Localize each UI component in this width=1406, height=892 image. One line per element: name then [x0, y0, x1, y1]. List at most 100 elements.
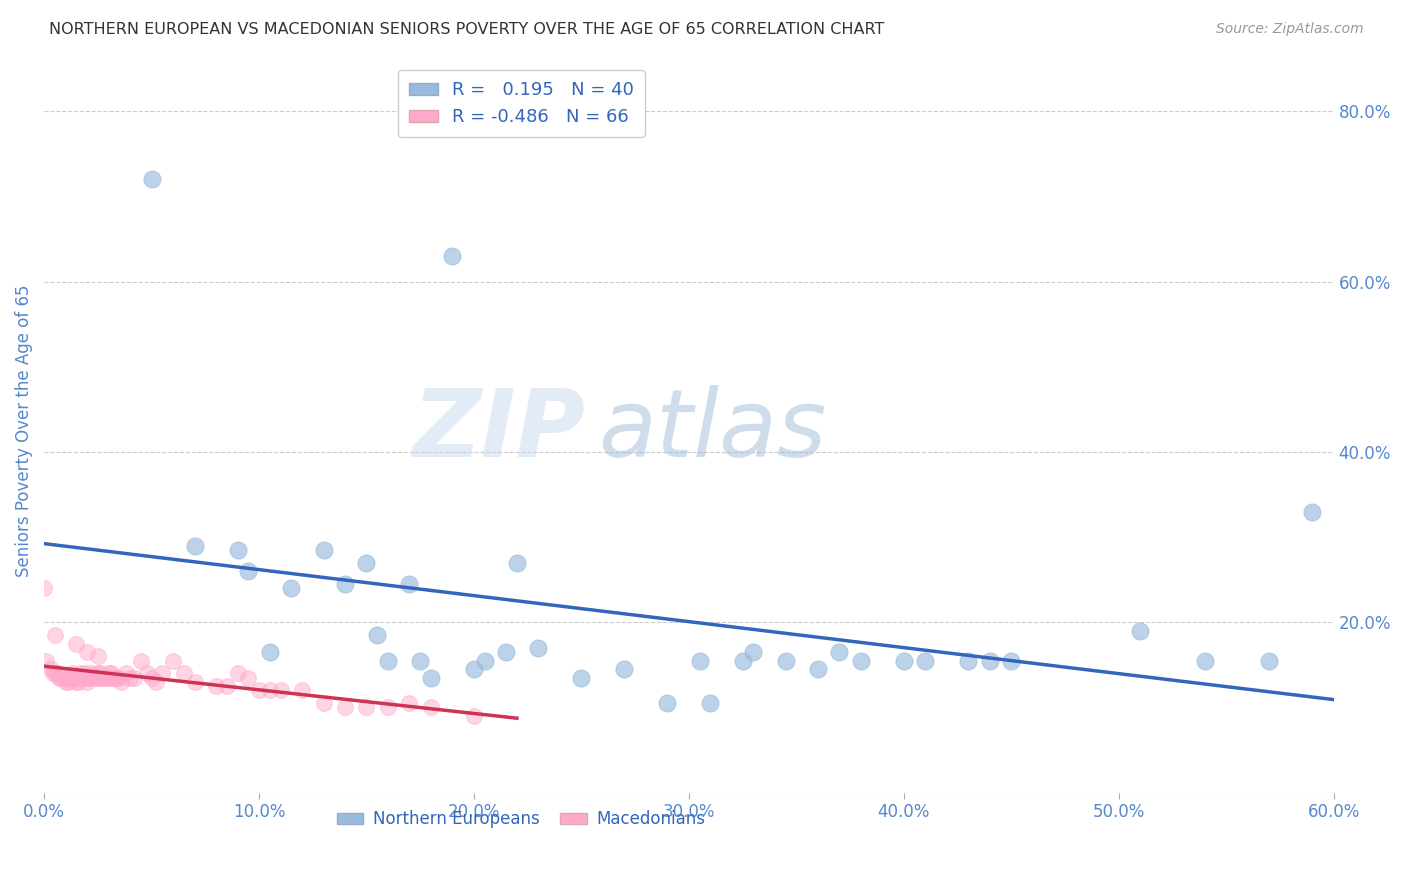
Point: [613, 662, 636, 676]
Point: [35, 654, 58, 668]
Point: [280, 581, 302, 595]
Point: [77, 671, 100, 685]
Point: [205, 679, 228, 693]
Point: [527, 640, 550, 655]
Point: [110, 674, 132, 689]
Point: [141, 671, 163, 685]
Point: [114, 666, 136, 681]
Point: [72, 671, 94, 685]
Point: [731, 654, 754, 668]
Point: [150, 666, 173, 681]
Point: [807, 662, 830, 676]
Point: [463, 662, 485, 676]
Point: [441, 249, 464, 263]
Point: [46, 666, 69, 681]
Point: [76, 645, 98, 659]
Point: [1129, 624, 1152, 638]
Point: [39, 662, 62, 676]
Point: [97, 671, 120, 685]
Point: [48, 671, 70, 685]
Point: [1301, 504, 1323, 518]
Point: [377, 700, 399, 714]
Point: [129, 654, 152, 668]
Point: [120, 671, 142, 685]
Text: atlas: atlas: [599, 385, 827, 476]
Point: [259, 645, 281, 659]
Point: [356, 700, 378, 714]
Point: [571, 671, 593, 685]
Point: [333, 700, 356, 714]
Point: [398, 696, 420, 710]
Point: [215, 679, 238, 693]
Point: [145, 674, 167, 689]
Text: NORTHERN EUROPEAN VS MACEDONIAN SENIORS POVERTY OVER THE AGE OF 65 CORRELATION C: NORTHERN EUROPEAN VS MACEDONIAN SENIORS …: [49, 22, 884, 37]
Point: [979, 654, 1001, 668]
Point: [65, 636, 87, 650]
Point: [65, 671, 87, 685]
Point: [226, 542, 249, 557]
Point: [356, 556, 378, 570]
Y-axis label: Seniors Poverty Over the Age of 65: Seniors Poverty Over the Age of 65: [15, 285, 32, 577]
Point: [495, 645, 517, 659]
Point: [141, 172, 163, 186]
Point: [59, 671, 82, 685]
Point: [55, 671, 77, 685]
Point: [1258, 654, 1281, 668]
Point: [108, 671, 131, 685]
Point: [1000, 654, 1022, 668]
Point: [87, 671, 110, 685]
Point: [100, 666, 122, 681]
Point: [689, 654, 711, 668]
Point: [914, 654, 936, 668]
Point: [76, 674, 98, 689]
Point: [398, 577, 420, 591]
Point: [44, 666, 66, 681]
Point: [65, 674, 87, 689]
Point: [83, 671, 105, 685]
Point: [657, 696, 679, 710]
Point: [270, 683, 292, 698]
Point: [312, 542, 335, 557]
Point: [69, 666, 91, 681]
Point: [93, 671, 115, 685]
Point: [63, 671, 86, 685]
Point: [409, 654, 432, 668]
Point: [474, 654, 496, 668]
Point: [96, 671, 118, 685]
Text: ZIP: ZIP: [413, 384, 586, 476]
Text: Source: ZipAtlas.com: Source: ZipAtlas.com: [1216, 22, 1364, 37]
Point: [463, 709, 485, 723]
Point: [124, 671, 146, 685]
Point: [97, 666, 120, 681]
Point: [173, 666, 195, 681]
Point: [1194, 654, 1216, 668]
Point: [87, 649, 110, 664]
Point: [849, 654, 872, 668]
Point: [105, 671, 128, 685]
Point: [238, 564, 260, 578]
Point: [91, 671, 114, 685]
Point: [89, 666, 111, 681]
Point: [420, 700, 443, 714]
Point: [312, 696, 335, 710]
Point: [44, 628, 66, 642]
Point: [247, 683, 270, 698]
Point: [162, 654, 184, 668]
Point: [80, 666, 103, 681]
Point: [56, 674, 79, 689]
Point: [51, 671, 73, 685]
Point: [366, 628, 388, 642]
Point: [333, 577, 356, 591]
Point: [957, 654, 980, 668]
Point: [893, 654, 915, 668]
Point: [41, 666, 63, 681]
Point: [828, 645, 851, 659]
Point: [742, 645, 765, 659]
Point: [183, 674, 205, 689]
Point: [136, 666, 159, 681]
Point: [104, 671, 127, 685]
Point: [52, 671, 75, 685]
Point: [183, 539, 205, 553]
Point: [259, 683, 281, 698]
Point: [238, 671, 260, 685]
